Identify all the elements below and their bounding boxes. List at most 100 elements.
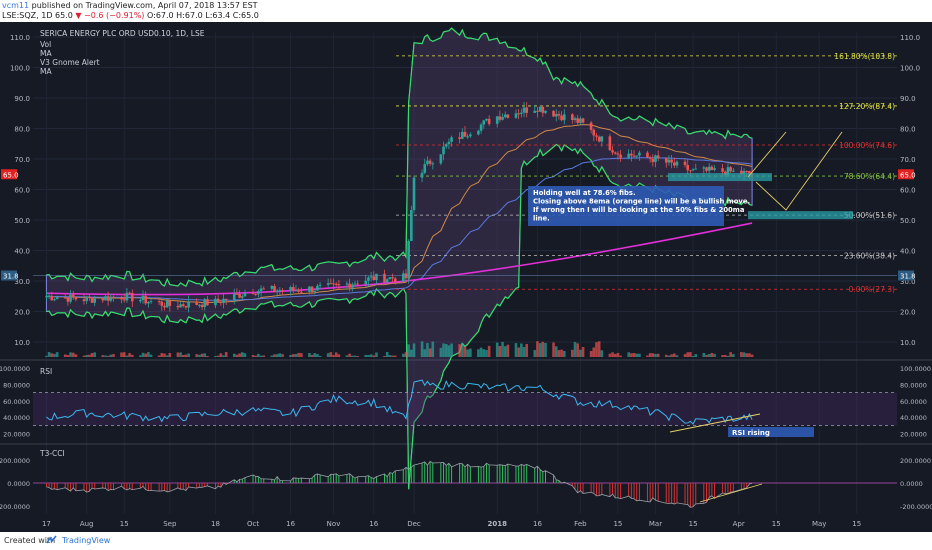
volume-bar	[168, 352, 172, 357]
rsi-tick-right: 60.0000	[900, 398, 927, 406]
chart-canvas[interactable]: 161.80%(103.8) 127.20%(87.4) 100.00%(74.6)…	[0, 22, 932, 532]
volume-bar	[726, 355, 730, 357]
volume-bar	[579, 349, 582, 357]
volume-bar	[367, 355, 370, 357]
cci-tick-right: 0.0000	[900, 480, 923, 488]
author-link[interactable]: vcm11	[2, 1, 30, 10]
candle-body	[705, 167, 708, 171]
volume-bar	[375, 352, 378, 357]
candle-body	[423, 164, 427, 173]
volume-bar	[348, 353, 351, 357]
rsi-tick-left: 100.0000	[0, 365, 30, 373]
volume-bar	[635, 353, 639, 357]
candle-body	[538, 106, 542, 112]
candle-body	[525, 107, 529, 113]
chart-area[interactable]: 161.80%(103.8) 127.20%(87.4) 100.00%(74.6)…	[0, 22, 932, 532]
x-tick: Feb	[574, 520, 587, 528]
candle-body	[616, 153, 620, 155]
volume-bar	[713, 353, 716, 357]
volume-bar	[275, 354, 279, 357]
price-tick-left: 10.0	[14, 339, 30, 347]
candle-body	[101, 298, 105, 301]
candle-body	[50, 295, 54, 301]
candle-body	[47, 295, 51, 297]
volume-bar	[289, 354, 292, 357]
candle-body	[184, 306, 188, 308]
candle-body	[520, 112, 523, 114]
volume-bar	[391, 355, 394, 357]
volume-bar	[517, 347, 520, 357]
note-box	[528, 186, 724, 226]
candle-body	[281, 290, 284, 292]
candle-body	[348, 283, 351, 288]
volume-bar	[243, 353, 247, 357]
x-tick: 15	[120, 520, 129, 528]
volume-bar	[160, 353, 164, 357]
candle-body	[297, 290, 300, 292]
candle-body	[53, 299, 56, 301]
volume-bar	[270, 355, 274, 357]
volume-bar	[206, 355, 209, 357]
candle-body	[654, 155, 657, 163]
volume-bar	[74, 354, 78, 357]
candle-body	[391, 277, 394, 279]
candle-body	[222, 298, 225, 304]
volume-bar	[498, 345, 502, 357]
candle-body	[232, 293, 236, 300]
price-tag-current-right	[898, 169, 914, 180]
volume-bar	[144, 353, 147, 357]
candle-body	[651, 158, 655, 163]
volume-bar	[520, 343, 523, 357]
candle-body	[683, 161, 687, 166]
price-tick-left: 30.0	[14, 278, 30, 286]
publish-info: published on TradingView.com, April 07, …	[29, 1, 258, 10]
x-tick: Aug	[80, 520, 94, 528]
price-tag-level	[1, 270, 17, 281]
candle-body	[461, 131, 464, 139]
candle-body	[369, 276, 373, 278]
indicator-label: V3 Gnome Alert	[40, 58, 100, 67]
candle-body	[675, 161, 679, 166]
volume-bar	[45, 355, 48, 357]
candle-body	[450, 137, 453, 142]
cci-trendline	[699, 483, 763, 503]
rsi-tick-right: 40.0000	[900, 414, 927, 422]
tradingview-link[interactable]: TradingView	[62, 536, 111, 545]
volume-bar	[675, 355, 679, 357]
rsi-trendline	[669, 413, 761, 433]
volume-bar	[431, 341, 435, 357]
price-tick-right: 100.0	[900, 65, 920, 73]
candle-body	[219, 301, 223, 304]
volume-bar	[683, 354, 687, 357]
candle-body	[318, 284, 322, 286]
support-zone	[668, 173, 772, 182]
price-tick-right: 20.0	[900, 309, 916, 317]
volume-bar	[55, 352, 59, 357]
candle-body	[431, 163, 435, 165]
ma200-line	[46, 222, 753, 296]
volume-bar	[130, 354, 134, 357]
rsi-line	[46, 379, 753, 425]
candle-body	[694, 168, 698, 170]
candle-body	[270, 285, 274, 289]
volume-bar	[195, 354, 198, 357]
volume-bar	[686, 352, 690, 357]
rsi-tick-right: 80.0000	[900, 381, 927, 389]
price-tag-level-text: 31.8	[3, 273, 19, 281]
rsi-title: RSI	[40, 367, 52, 376]
candle-body	[517, 113, 520, 115]
price-tick-right: 50.0	[900, 217, 916, 225]
candle-body	[149, 301, 153, 303]
candle-body	[144, 295, 147, 304]
volume-bar	[638, 353, 641, 357]
volume-bar	[300, 353, 303, 357]
volume-bar	[372, 355, 376, 357]
candle-body	[179, 304, 182, 308]
fib-levels: 161.80%(103.8) 127.20%(87.4) 100.00%(74.6)…	[396, 52, 897, 294]
volume-bar	[423, 349, 427, 357]
candle-body	[216, 298, 220, 302]
volume-bar	[410, 349, 413, 357]
candle-body	[181, 304, 185, 307]
volume-bar	[463, 346, 467, 357]
candle-body	[412, 177, 416, 211]
